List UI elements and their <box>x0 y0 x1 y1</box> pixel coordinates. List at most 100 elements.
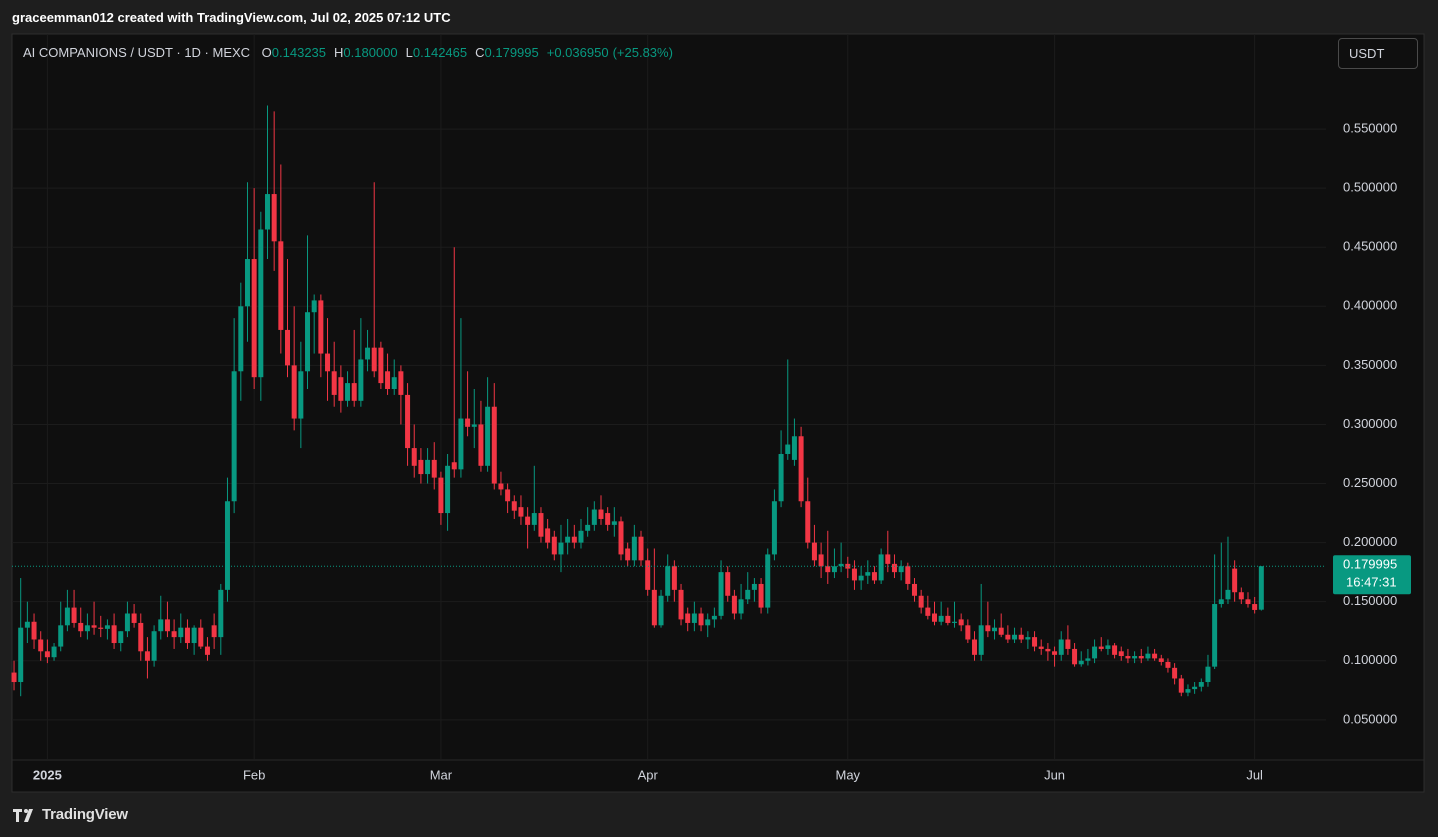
candle-body <box>218 589 224 638</box>
candle-body <box>338 377 344 401</box>
candle-body <box>385 371 391 390</box>
y-tick-label: 0.450000 <box>1343 239 1397 254</box>
candle-body <box>578 530 584 543</box>
candle-body <box>238 306 244 372</box>
candle-body <box>204 646 210 655</box>
candle-body <box>1198 682 1204 687</box>
candle-body <box>425 459 431 475</box>
candle-body <box>458 418 464 470</box>
x-tick-label: 2025 <box>33 767 62 782</box>
candle-body <box>891 563 897 573</box>
candle-body <box>1132 656 1138 659</box>
candle-body <box>865 572 871 576</box>
candle-body <box>1058 639 1064 655</box>
candle-body <box>305 312 311 372</box>
candle-body <box>438 477 444 514</box>
candle-body <box>1092 646 1098 659</box>
candle-body <box>465 418 471 427</box>
candle-body <box>111 625 117 644</box>
legend-change-pct: (+25.83%) <box>612 45 673 60</box>
candle-body <box>91 625 97 628</box>
candle-body <box>831 566 837 573</box>
candle-body <box>838 563 844 567</box>
candle-body <box>224 501 230 590</box>
candle-body <box>711 615 717 620</box>
candle-body <box>365 347 371 360</box>
candle-body <box>1212 604 1218 667</box>
y-tick-label: 0.200000 <box>1343 534 1397 549</box>
candle-body <box>1125 656 1131 659</box>
candle-body <box>798 436 804 502</box>
candle-body <box>1052 651 1058 655</box>
x-tick-label: Apr <box>638 767 659 782</box>
candle-body <box>1112 645 1118 655</box>
candle-body <box>131 613 137 623</box>
candle-body <box>398 371 404 395</box>
candle-body <box>1205 666 1211 683</box>
candle-body <box>1258 566 1264 610</box>
x-tick-label: Jun <box>1044 767 1065 782</box>
brand: TradingView <box>42 806 128 823</box>
candle-body <box>898 566 904 573</box>
candle-body <box>751 583 757 590</box>
candle-body <box>858 575 864 581</box>
candle-body <box>998 627 1004 635</box>
candle-body <box>845 563 851 569</box>
currency-button[interactable]: USDT <box>1338 38 1418 69</box>
banner: graceemman012 created with TradingView.c… <box>12 10 451 25</box>
candle-body <box>445 465 451 514</box>
chart-panel <box>11 33 1425 793</box>
candle-body <box>151 631 157 661</box>
candle-body <box>411 448 417 466</box>
candle-body <box>545 528 551 543</box>
candle-body <box>1072 648 1078 665</box>
y-tick-label: 0.350000 <box>1343 357 1397 372</box>
candle-body <box>938 615 944 622</box>
candle-body <box>264 194 270 230</box>
candle-body <box>678 589 684 620</box>
candle-body <box>778 453 784 502</box>
legend-value: 0.143235 <box>271 45 327 60</box>
candle-body <box>1158 658 1164 662</box>
candle-body <box>1232 568 1238 593</box>
candle-body <box>271 194 277 242</box>
candle-body <box>498 483 504 490</box>
candle-body <box>718 572 724 616</box>
candle-body <box>651 589 657 626</box>
candle-body <box>258 229 264 378</box>
candle-body <box>705 619 711 626</box>
candle-body <box>138 622 144 652</box>
candle-body <box>1172 667 1178 679</box>
candle-body <box>598 509 604 519</box>
legend-value: 0.179995 <box>484 45 539 60</box>
candle-body <box>98 627 104 629</box>
candle-body <box>638 536 644 561</box>
candle-body <box>51 646 57 658</box>
candle-body <box>325 353 331 372</box>
candle-body <box>198 627 204 647</box>
candle-body <box>531 513 537 525</box>
candle-body <box>171 631 177 638</box>
candle-body <box>851 568 857 581</box>
candle-body <box>1138 656 1144 659</box>
candle-body <box>565 536 571 543</box>
candle-body <box>671 566 677 590</box>
candle-body <box>871 572 877 581</box>
last-price-label: 0.179995 <box>1343 557 1397 572</box>
candle-body <box>285 329 291 366</box>
candle-body <box>791 436 797 460</box>
candle-body <box>745 589 751 600</box>
candle-body <box>58 625 64 647</box>
candle-body <box>1038 646 1044 649</box>
legend-value: 0.142465 <box>412 45 468 60</box>
candle-body <box>451 462 457 470</box>
candle-body <box>244 259 250 307</box>
candle-body <box>331 371 337 395</box>
candle-body <box>571 536 577 543</box>
candle-body <box>178 627 184 638</box>
candle-body <box>1218 599 1224 605</box>
candle-body <box>952 621 958 623</box>
candle-body <box>1252 604 1258 610</box>
